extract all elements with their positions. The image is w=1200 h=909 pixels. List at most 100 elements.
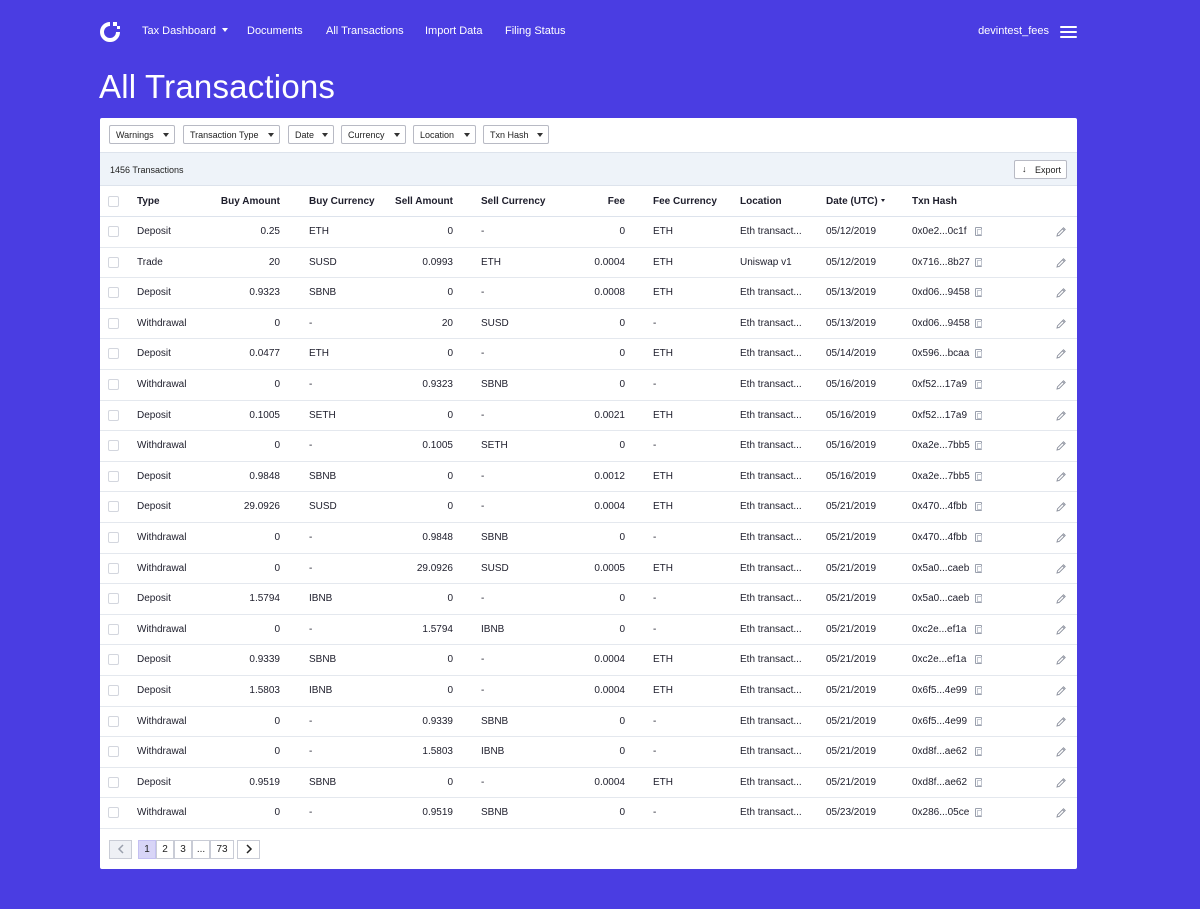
nav-tax-dashboard[interactable]: Tax Dashboard [142,25,228,37]
copy-icon[interactable] [975,380,982,389]
copy-icon[interactable] [975,502,982,512]
copy-icon[interactable] [975,808,982,818]
hamburger-menu-icon[interactable] [1060,26,1077,38]
table-row[interactable]: Withdrawal 0 - 29.0926 SUSD 0.0005 ETH Eth tran… [100,554,1077,585]
table-row[interactable]: Withdrawal 0 - 1.5794 IBNB 0 - Eth transact... 0… [100,615,1077,646]
table-row[interactable]: Deposit 29.0926 SUSD 0 - 0.0004 ETH Eth transac… [100,492,1077,523]
table-row[interactable]: Withdrawal 0 - 0.9519 SBNB 0 - Eth transact... 0… [100,798,1077,829]
nav-import-data[interactable]: Import Data [425,25,483,37]
table-row[interactable]: Deposit 0.0477 ETH 0 - 0 ETH Eth transact... 05/… [100,339,1077,370]
copy-icon[interactable] [975,563,982,573]
col-fee[interactable]: Fee [607,196,625,207]
row-checkbox[interactable] [108,226,119,237]
copy-icon[interactable] [975,777,982,787]
filter-date[interactable]: Date [288,125,334,144]
table-row[interactable]: Withdrawal 0 - 20 SUSD 0 - Eth transact... 05/13… [100,309,1077,340]
edit-pencil-icon[interactable] [1055,624,1067,636]
copy-icon[interactable] [975,471,982,481]
copy-icon[interactable] [975,441,982,451]
copy-icon[interactable] [975,747,982,757]
table-row[interactable]: Deposit 0.9848 SBNB 0 - 0.0012 ETH Eth transact… [100,462,1077,493]
page-3-button[interactable]: 3 [174,840,192,859]
table-row[interactable]: Deposit 1.5803 IBNB 0 - 0.0004 ETH Eth transact… [100,676,1077,707]
table-row[interactable]: Trade 20 SUSD 0.0993 ETH 0.0004 ETH Uniswap v1 0… [100,248,1077,279]
filter-currency[interactable]: Currency [341,125,406,144]
edit-pencil-icon[interactable] [1055,807,1067,819]
edit-pencil-icon[interactable] [1055,257,1067,269]
copy-icon[interactable] [975,410,982,420]
copy-icon[interactable] [975,594,982,604]
nav-documents[interactable]: Documents [247,25,303,37]
edit-pencil-icon[interactable] [1055,379,1067,391]
row-checkbox[interactable] [108,409,119,421]
edit-pencil-icon[interactable] [1055,746,1067,758]
edit-pencil-icon[interactable] [1055,348,1067,360]
edit-pencil-icon[interactable] [1055,532,1067,544]
table-row[interactable]: Withdrawal 0 - 0.1005 SETH 0 - Eth transact... 0… [100,431,1077,462]
filter-txn-hash[interactable]: Txn Hash [483,125,549,144]
row-checkbox[interactable] [108,501,119,513]
row-checkbox[interactable] [108,532,119,543]
col-sell-currency[interactable]: Sell Currency [481,196,546,207]
copy-icon[interactable] [975,318,982,328]
col-date[interactable]: Date (UTC) [826,196,885,207]
col-type[interactable]: Type [137,196,160,207]
copy-icon[interactable] [975,655,982,665]
row-checkbox[interactable] [108,593,119,605]
copy-icon[interactable] [975,288,982,298]
col-location[interactable]: Location [740,196,782,207]
edit-pencil-icon[interactable] [1055,318,1067,330]
row-checkbox[interactable] [108,348,119,360]
table-row[interactable]: Deposit 0.1005 SETH 0 - 0.0021 ETH Eth transact… [100,401,1077,432]
edit-pencil-icon[interactable] [1055,410,1067,422]
row-checkbox[interactable] [108,256,119,268]
copy-icon[interactable] [975,716,982,726]
copy-icon[interactable] [975,227,982,236]
col-sell-amount[interactable]: Sell Amount [395,196,453,207]
table-row[interactable]: Deposit 0.25 ETH 0 - 0 ETH Eth transact... 05/12… [100,217,1077,248]
edit-pencil-icon[interactable] [1055,287,1067,299]
edit-pencil-icon[interactable] [1055,440,1067,452]
prev-page-button[interactable] [109,840,132,859]
edit-pencil-icon[interactable] [1055,501,1067,513]
col-fee-currency[interactable]: Fee Currency [653,196,717,207]
next-page-button[interactable] [237,840,260,859]
row-checkbox[interactable] [108,379,119,390]
copy-icon[interactable] [975,349,982,359]
edit-pencil-icon[interactable] [1055,777,1067,789]
edit-pencil-icon[interactable] [1055,563,1067,575]
copy-icon[interactable] [975,533,982,542]
row-checkbox[interactable] [108,715,119,727]
row-checkbox[interactable] [108,746,119,758]
row-checkbox[interactable] [108,470,119,482]
edit-pencil-icon[interactable] [1055,471,1067,483]
copy-icon[interactable] [975,624,982,634]
filter-transaction-type[interactable]: Transaction Type [183,125,280,144]
table-row[interactable]: Withdrawal 0 - 0.9323 SBNB 0 - Eth transact... 0… [100,370,1077,401]
nav-filing-status[interactable]: Filing Status [505,25,566,37]
page-73-button[interactable]: 73 [210,840,234,859]
copy-icon[interactable] [975,257,982,267]
col-txn-hash[interactable]: Txn Hash [912,196,958,207]
username[interactable]: devintest_fees [978,25,1049,37]
row-checkbox[interactable] [108,776,119,788]
app-logo-icon[interactable] [99,21,121,43]
row-checkbox[interactable] [108,654,119,666]
row-checkbox[interactable] [108,807,119,819]
edit-pencil-icon[interactable] [1055,654,1067,666]
page-2-button[interactable]: 2 [156,840,174,859]
edit-pencil-icon[interactable] [1055,685,1067,697]
row-checkbox[interactable] [108,562,119,574]
export-button[interactable]: ↓ Export [1014,160,1067,179]
col-buy-currency[interactable]: Buy Currency [309,196,375,207]
row-checkbox[interactable] [108,623,119,635]
copy-icon[interactable] [975,686,982,695]
edit-pencil-icon[interactable] [1055,226,1067,238]
table-row[interactable]: Deposit 0.9519 SBNB 0 - 0.0004 ETH Eth transact… [100,768,1077,799]
table-row[interactable]: Withdrawal 0 - 1.5803 IBNB 0 - Eth transact... 0… [100,737,1077,768]
edit-pencil-icon[interactable] [1055,593,1067,605]
table-row[interactable]: Withdrawal 0 - 0.9848 SBNB 0 - Eth transact... 0… [100,523,1077,554]
row-checkbox[interactable] [108,440,119,452]
filter-warnings[interactable]: Warnings [109,125,175,144]
edit-pencil-icon[interactable] [1055,716,1067,728]
